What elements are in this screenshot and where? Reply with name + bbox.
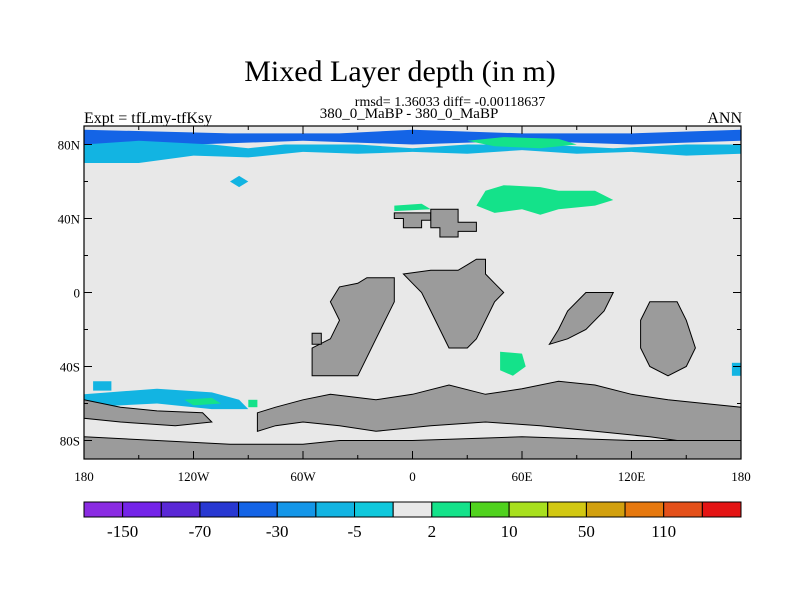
colorbar-label-4: 2: [428, 522, 437, 541]
colorbar-label-2: -30: [266, 522, 289, 541]
land-mass-7: [256, 380, 742, 445]
colorbar-swatch-10: [469, 501, 510, 518]
map-plot: [83, 126, 742, 460]
x-tick-label-6: 180: [731, 469, 751, 484]
season-label: ANN: [707, 110, 742, 127]
anomaly-region-5: [394, 203, 431, 212]
y-tick-label-2: 0: [74, 286, 81, 301]
x-tick-label-3: 0: [409, 469, 416, 484]
anomaly-region-11: [248, 399, 258, 408]
colorbar-swatch-15: [663, 501, 703, 518]
stats-line: rmsd= 1.36033 diff= -0.00118637: [354, 95, 546, 110]
land-mass-4: [402, 258, 505, 349]
colorbar-swatch-16: [701, 501, 742, 518]
colorbar-label-3: -5: [347, 522, 361, 541]
subtitle: 380_0_MaBP - 380_0_MaBP: [319, 106, 499, 122]
colorbar-swatch-9: [431, 501, 471, 518]
colorbar-swatch-2: [160, 501, 201, 518]
land-mass-1: [430, 208, 477, 238]
anomaly-region-0: [84, 129, 741, 145]
land-mass-6: [640, 301, 696, 377]
x-tick-label-1: 120W: [178, 469, 211, 484]
colorbar-label-1: -70: [189, 522, 212, 541]
x-tick-label-4: 60E: [512, 469, 533, 484]
colorbar-swatch-12: [547, 501, 587, 518]
x-tick-label-5: 120E: [618, 469, 646, 484]
colorbar-swatch-8: [392, 501, 433, 518]
anomaly-region-4: [230, 175, 249, 188]
colorbar-swatch-1: [122, 501, 162, 518]
colorbar-swatch-7: [354, 501, 394, 518]
anomaly-region-2: [467, 137, 577, 149]
colorbar-swatch-0: [83, 501, 124, 518]
y-tick-label-4: 80S: [60, 434, 80, 449]
land-mass-5: [548, 292, 615, 346]
colorbar-label-6: 50: [578, 522, 595, 541]
anomaly-region-3: [476, 185, 614, 215]
land-mass-2: [311, 277, 395, 377]
anomaly-region-1: [84, 140, 741, 163]
anomaly-region-7: [500, 351, 526, 376]
colorbar-label-0: -150: [107, 522, 138, 541]
x-tick-label-2: 60W: [290, 469, 316, 484]
y-tick-label-3: 40S: [60, 360, 80, 375]
land-mass-3: [311, 332, 322, 345]
colorbar-label-7: 110: [651, 522, 676, 541]
colorbar-swatch-4: [238, 501, 278, 518]
colorbar-swatch-3: [199, 501, 240, 518]
y-tick-label-0: 80N: [58, 138, 81, 153]
map-axes: 180 120W 60W 0 60E 120E 180 80N 40N 0 40S 80S: [58, 125, 751, 484]
colorbar: -150 -70 -30 -5 2 10 50 110: [83, 501, 742, 541]
x-tick-label-0: 180: [74, 469, 94, 484]
anomaly-region-9: [184, 397, 221, 406]
colorbar-swatch-13: [585, 501, 626, 518]
land-mass-8: [83, 399, 213, 427]
colorbar-label-5: 10: [501, 522, 518, 541]
colorbar-swatch-14: [624, 501, 665, 518]
anomaly-region-6: [93, 381, 112, 391]
anomaly-region-10: [731, 362, 741, 376]
experiment-label: Expt = tfLmy-tfKsy: [84, 110, 213, 127]
colorbar-swatch-11: [508, 501, 549, 518]
y-tick-label-1: 40N: [58, 212, 81, 227]
colorbar-swatch-5: [276, 501, 317, 518]
page-title: Mixed Layer depth (in m): [244, 55, 556, 88]
colorbar-swatch-6: [315, 501, 356, 518]
